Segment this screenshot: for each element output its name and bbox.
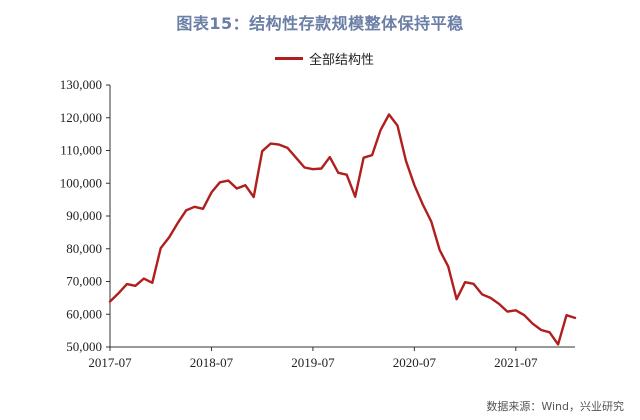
x-tick-label: 2019-07 <box>291 355 335 370</box>
y-tick-label: 130,000 <box>60 77 102 92</box>
y-tick-label: 50,000 <box>66 339 102 354</box>
series-line-全部结构性 <box>108 113 577 346</box>
y-tick-label: 110,000 <box>60 143 102 158</box>
y-tick-label: 100,000 <box>60 175 102 190</box>
x-tick-label: 2017-07 <box>88 355 132 370</box>
legend-swatch <box>275 57 303 60</box>
x-tick-label: 2021-07 <box>494 355 538 370</box>
y-tick-label: 70,000 <box>66 274 102 289</box>
chart-legend: 全部结构性 <box>275 49 374 68</box>
chart-title: 图表15：结构性存款规模整体保持平稳 <box>176 14 464 33</box>
y-tick-label: 120,000 <box>60 110 102 125</box>
x-tick-label: 2018-07 <box>190 355 234 370</box>
x-tick-label: 2020-07 <box>393 355 437 370</box>
legend-label: 全部结构性 <box>309 53 375 68</box>
y-tick-label: 80,000 <box>66 241 102 256</box>
y-tick-label: 90,000 <box>66 208 102 223</box>
y-tick-label: 60,000 <box>66 306 102 321</box>
source-note: 数据来源：Wind，兴业研究 <box>486 400 624 413</box>
